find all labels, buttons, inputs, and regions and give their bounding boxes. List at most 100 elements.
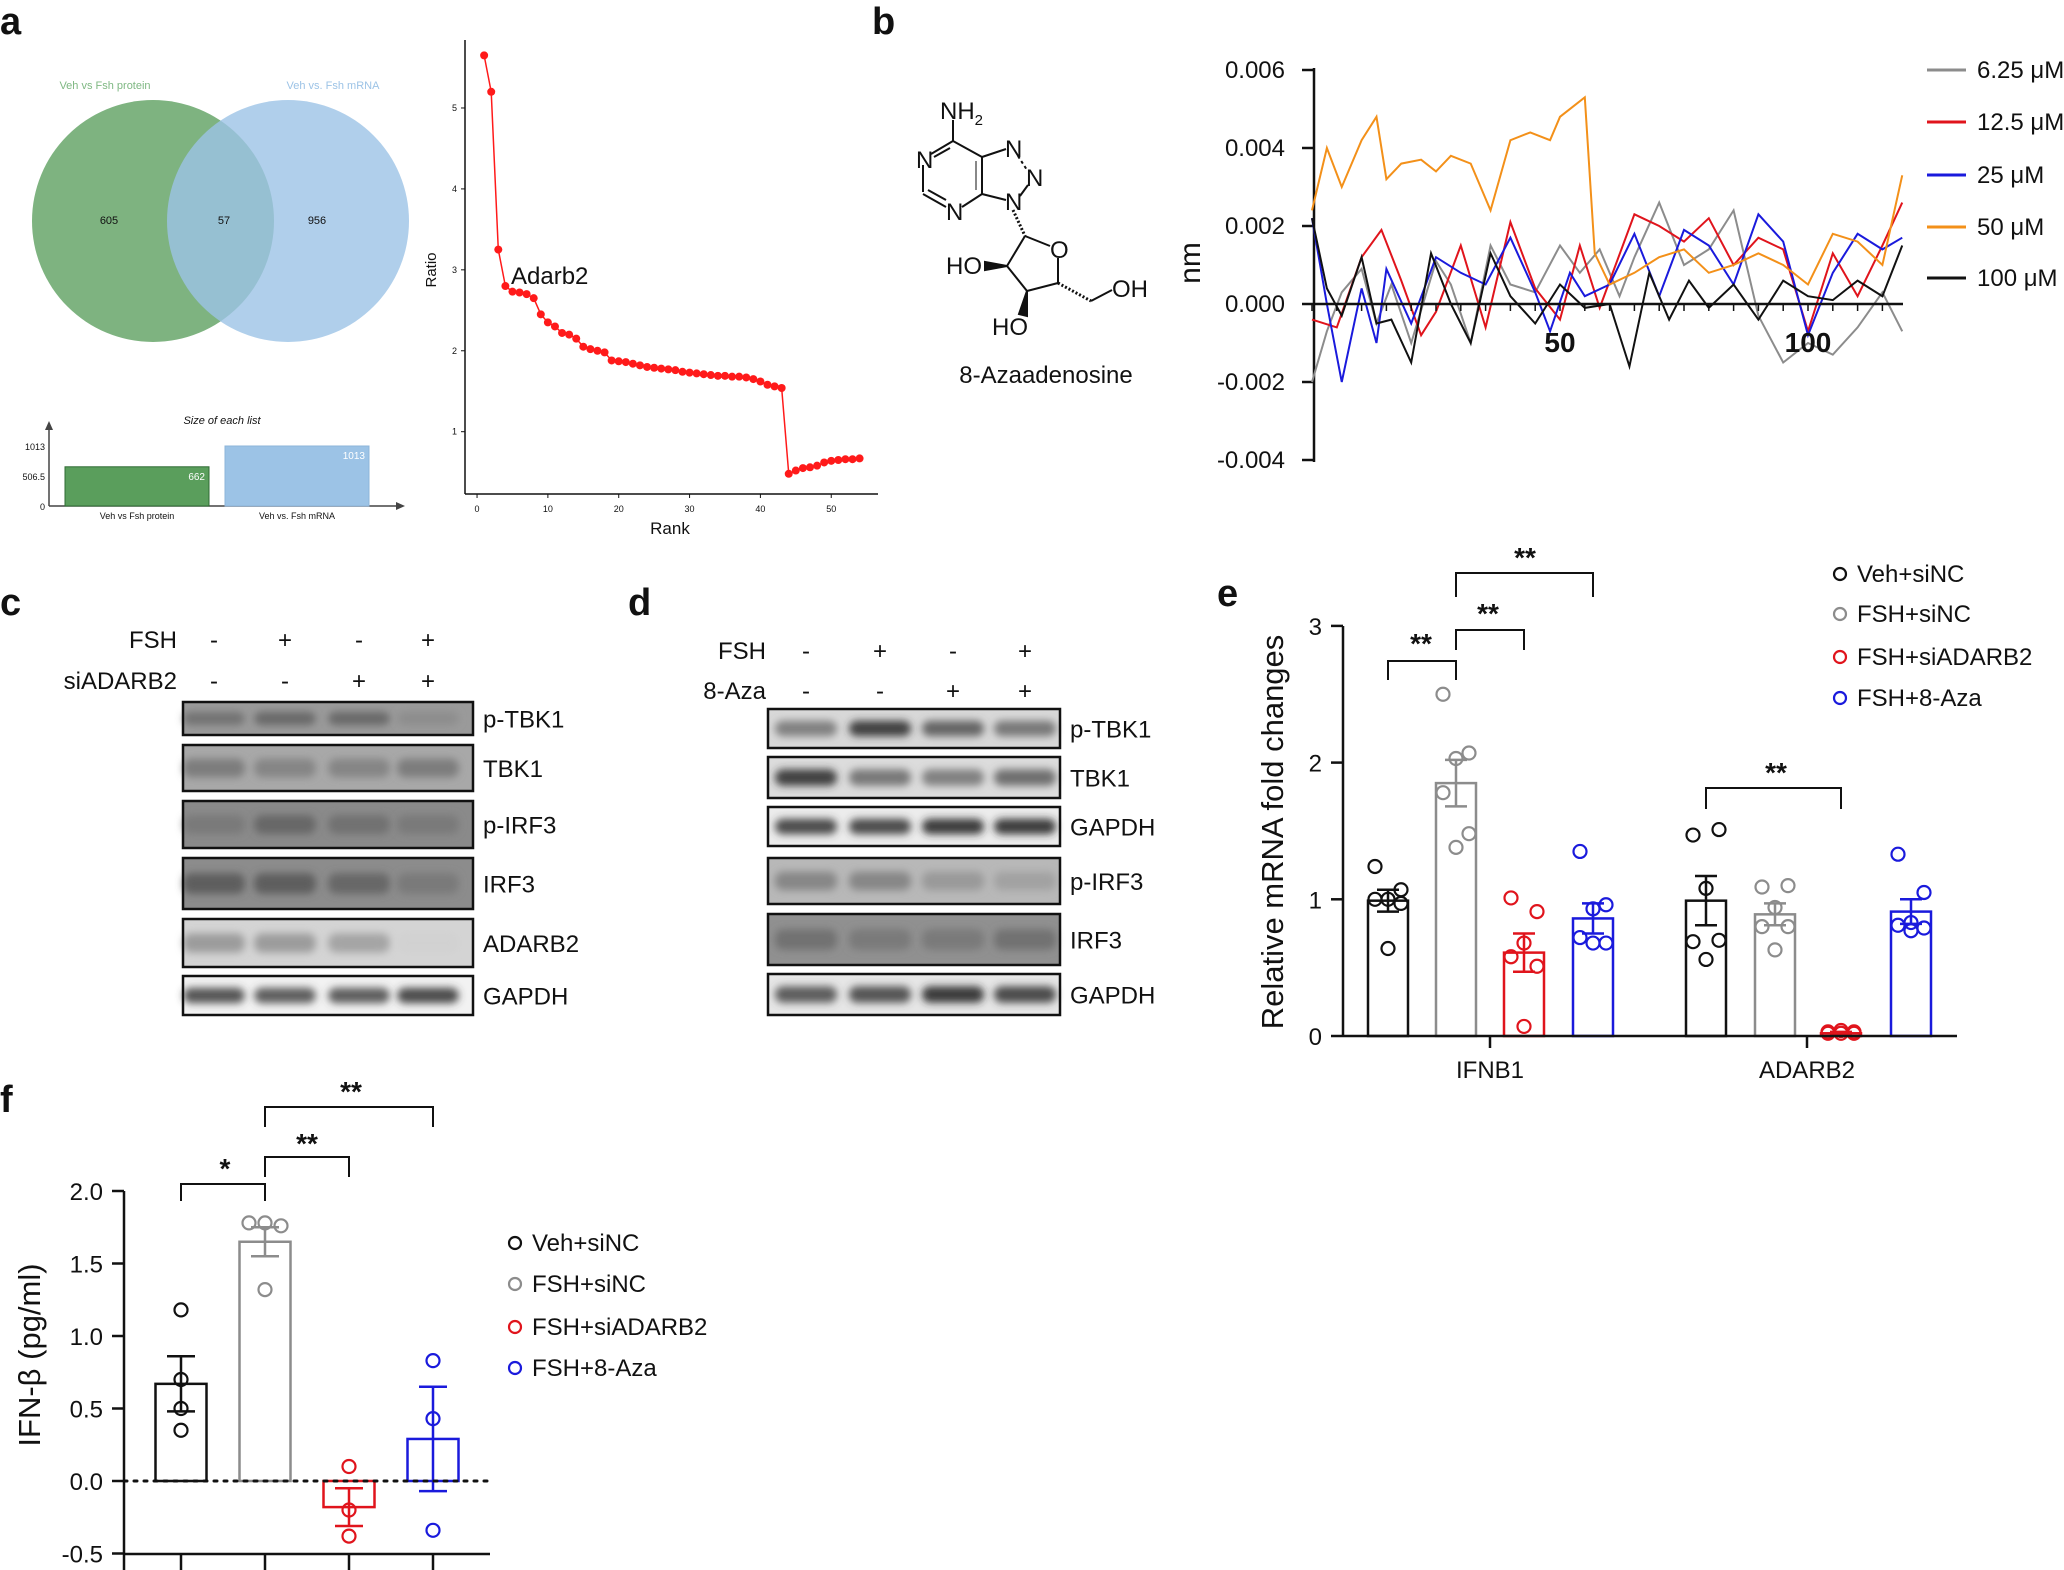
data-point — [257, 1215, 273, 1231]
atom-n8: N — [1026, 165, 1043, 192]
ratio-point — [777, 383, 786, 392]
blot-row-label: p-TBK1 — [483, 707, 564, 734]
ratio-point — [784, 469, 793, 478]
blot-frame — [766, 912, 1062, 967]
blot-band — [254, 758, 316, 778]
blot-band — [921, 769, 985, 786]
ratio-point — [855, 454, 864, 463]
ratio-point — [558, 328, 567, 337]
ratio-point — [522, 290, 531, 299]
blot-band — [848, 818, 912, 835]
data-point — [1598, 897, 1614, 913]
blot-band — [397, 987, 459, 1004]
y-tick-label: 506.5 — [22, 472, 45, 482]
legend-label: 50 μM — [1977, 214, 2044, 241]
atom-amine: NH2 — [940, 98, 983, 129]
blot-band — [254, 987, 316, 1004]
data-point — [1380, 940, 1396, 957]
venn-count-overlap: 57 — [218, 215, 230, 227]
blot-band — [774, 986, 838, 1003]
data-point — [1448, 839, 1464, 855]
blot-band — [993, 871, 1057, 891]
blot-band — [921, 986, 985, 1003]
blot-band — [397, 815, 459, 834]
data-point — [1833, 1025, 1849, 1041]
y-axis-arrow-icon — [45, 421, 53, 430]
venn-diagram: Veh vs Fsh protein Veh vs. Fsh mRNA 605 … — [32, 80, 409, 342]
ratio-point — [848, 455, 857, 464]
x-tick-label: IFNB1 — [1456, 1057, 1524, 1084]
blot-band — [774, 871, 838, 891]
blot-band — [328, 933, 390, 953]
legend-label: Veh+siNC — [532, 1230, 639, 1257]
blot-row-label: TBK1 — [483, 756, 543, 783]
y-tick-label: 0.002 — [1225, 213, 1285, 240]
condition-label: FSH — [718, 638, 766, 665]
ratio-point — [685, 368, 694, 377]
series-line-0 — [1311, 200, 1904, 383]
list-size-title: Size of each list — [183, 415, 261, 427]
y-tick-label: 1 — [1309, 887, 1322, 914]
line-chart-b: -0.004 -0.002 0.000 0.002 0.004 0.006 nm 6.25 μ… — [1174, 57, 2064, 474]
blot-band — [397, 873, 459, 894]
y-tick-label: 3 — [1309, 614, 1322, 641]
venn-count-protein-only: 605 — [100, 215, 118, 227]
series-line-3 — [1311, 95, 1904, 287]
y-tick-label: 0.0 — [70, 1469, 103, 1496]
blot-frame — [766, 972, 1062, 1017]
data-point — [173, 1422, 189, 1438]
y-tick-label: 2 — [1309, 751, 1322, 778]
condition-label: 8-Aza — [703, 678, 766, 705]
blot-row-label: GAPDH — [483, 984, 568, 1011]
blot-band — [993, 769, 1057, 786]
blot-band — [921, 818, 985, 835]
data-point — [1516, 1018, 1532, 1035]
ratio-point — [508, 287, 517, 296]
blot-frame — [181, 856, 475, 911]
x-tick-label: Veh vs Fsh protein — [100, 511, 175, 521]
blot-band — [921, 871, 985, 891]
significance-bracket — [1455, 572, 1594, 597]
ratio-point — [487, 87, 496, 96]
blot-frame — [181, 743, 475, 793]
blot-band — [774, 929, 838, 950]
panel-label-d: d — [628, 582, 651, 624]
list-size-chart: Size of each list 0 506.5 1013 662 Veh vs Fsh… — [22, 415, 405, 521]
legend-marker — [507, 1235, 523, 1251]
data-point — [173, 1371, 189, 1388]
ratio-point — [643, 362, 652, 371]
blot-band — [993, 818, 1057, 835]
significance-label: ** — [340, 1076, 362, 1107]
condition-sign: - — [949, 638, 957, 665]
ratio-point — [735, 372, 744, 381]
venn-circle-mrna — [167, 100, 409, 342]
significance-bracket — [264, 1106, 434, 1127]
condition-sign: + — [421, 668, 435, 695]
blot-row-label: TBK1 — [1070, 766, 1130, 793]
structure-atom-labels: NH2 N N N N N O HO HO OH 8-Azaadenosine — [916, 98, 1148, 389]
blot-band — [774, 818, 838, 835]
ratio-point — [728, 372, 737, 381]
data-point — [241, 1215, 257, 1231]
ratio-point — [550, 322, 559, 331]
bar-value-label: 1013 — [343, 451, 366, 462]
data-point — [1767, 942, 1783, 958]
blot-band — [328, 758, 390, 778]
ratio-point — [798, 464, 807, 473]
data-point — [1711, 932, 1727, 948]
x-tick-label: 0 — [475, 504, 480, 514]
blot-row-label: GAPDH — [1070, 815, 1155, 842]
significance-label: ** — [1410, 628, 1432, 659]
blot-band — [397, 933, 459, 953]
bar — [1889, 910, 1933, 1038]
condition-sign: - — [281, 668, 289, 695]
data-point — [1711, 821, 1727, 838]
compound-name: 8-Azaadenosine — [959, 362, 1132, 389]
condition-sign: + — [278, 627, 292, 654]
y-axis-label: Relative mRNA fold changes — [1255, 635, 1290, 1030]
atom-n9: N — [1005, 189, 1022, 216]
data-point — [257, 1281, 273, 1298]
blot-row-label: GAPDH — [1070, 983, 1155, 1010]
data-point — [1780, 919, 1796, 935]
